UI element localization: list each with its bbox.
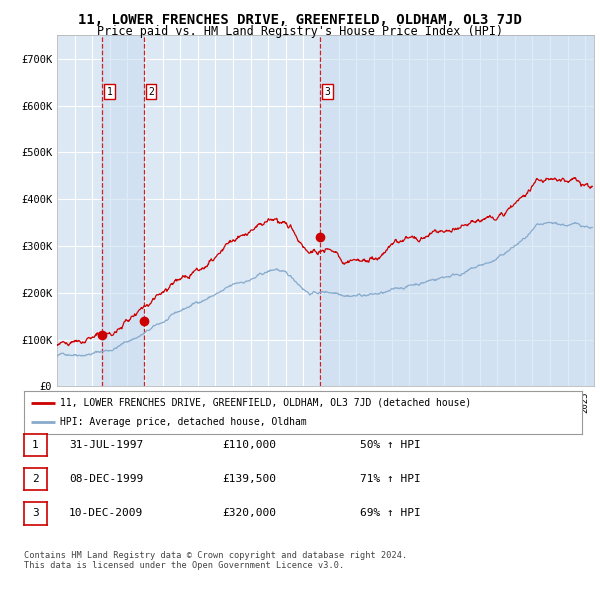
Text: 71% ↑ HPI: 71% ↑ HPI	[360, 474, 421, 484]
Text: 2: 2	[148, 87, 154, 97]
Text: Contains HM Land Registry data © Crown copyright and database right 2024.
This d: Contains HM Land Registry data © Crown c…	[24, 551, 407, 571]
Text: £110,000: £110,000	[222, 440, 276, 450]
Text: HPI: Average price, detached house, Oldham: HPI: Average price, detached house, Oldh…	[60, 417, 307, 427]
Text: 1: 1	[107, 87, 113, 97]
Text: 11, LOWER FRENCHES DRIVE, GREENFIELD, OLDHAM, OL3 7JD (detached house): 11, LOWER FRENCHES DRIVE, GREENFIELD, OL…	[60, 398, 472, 408]
Text: 10-DEC-2009: 10-DEC-2009	[69, 509, 143, 518]
Text: 08-DEC-1999: 08-DEC-1999	[69, 474, 143, 484]
Text: £320,000: £320,000	[222, 509, 276, 518]
Text: 2: 2	[32, 474, 39, 484]
Text: 50% ↑ HPI: 50% ↑ HPI	[360, 440, 421, 450]
Bar	[103, 35, 144, 386]
Text: 11, LOWER FRENCHES DRIVE, GREENFIELD, OLDHAM, OL3 7JD: 11, LOWER FRENCHES DRIVE, GREENFIELD, OL…	[78, 13, 522, 27]
Bar	[320, 35, 594, 386]
Text: 3: 3	[32, 509, 39, 518]
Text: 31-JUL-1997: 31-JUL-1997	[69, 440, 143, 450]
Text: 3: 3	[325, 87, 330, 97]
Text: Price paid vs. HM Land Registry's House Price Index (HPI): Price paid vs. HM Land Registry's House …	[97, 25, 503, 38]
Text: £139,500: £139,500	[222, 474, 276, 484]
Text: 1: 1	[32, 440, 39, 450]
Text: 69% ↑ HPI: 69% ↑ HPI	[360, 509, 421, 518]
